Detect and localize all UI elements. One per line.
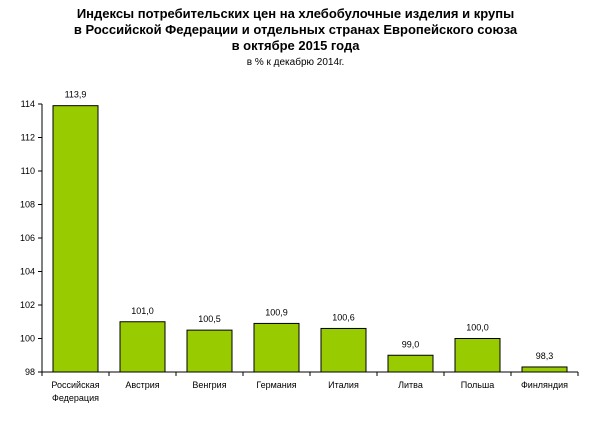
y-tick-label: 100 (20, 334, 35, 344)
x-category-label: Австрия (125, 380, 159, 390)
bar-value-label: 99,0 (402, 339, 420, 349)
bar (320, 327, 367, 373)
y-tick-label: 106 (20, 233, 35, 243)
bar-value-label: 100,9 (265, 307, 288, 317)
bar-value-label: 113,9 (65, 90, 87, 100)
x-category-label: Российская (51, 380, 99, 390)
x-category-label: Италия (328, 380, 359, 390)
y-tick-label: 98 (25, 367, 35, 377)
x-category-label: Финляндия (521, 380, 568, 390)
bar-value-label: 98,3 (536, 351, 554, 361)
y-tick-label: 108 (20, 200, 35, 210)
bar (253, 322, 300, 373)
bar (119, 321, 166, 373)
bar-value-label: 101,0 (131, 306, 154, 316)
x-category-label: Литва (398, 380, 423, 390)
bar (186, 329, 233, 373)
bar-value-label: 100,5 (198, 314, 221, 324)
y-tick-label: 102 (20, 300, 35, 310)
x-category-label: Германия (256, 380, 296, 390)
chart-subtitle: в % к декабрю 2014г. (246, 57, 345, 68)
bar (387, 354, 434, 373)
y-tick-label: 110 (21, 166, 35, 176)
x-category-label: Венгрия (192, 380, 226, 390)
bar (52, 105, 99, 373)
x-category-label: Польша (461, 380, 494, 390)
bar-value-label: 100,0 (466, 323, 489, 333)
chart-title-line-3: в октябре 2015 года (231, 38, 360, 53)
y-tick-label: 114 (21, 99, 35, 109)
chart-title-line-2: в Российской Федерации и отдельных стран… (73, 22, 518, 37)
y-tick-label: 112 (21, 133, 35, 143)
bar (454, 338, 501, 373)
chart-title-block: Индексы потребительских цен на хлебобуло… (0, 6, 591, 69)
y-tick-label: 104 (20, 267, 35, 277)
x-category-label: Федерация (52, 393, 99, 403)
bar (521, 366, 568, 373)
bar-value-label: 100,6 (332, 312, 355, 322)
chart-title-line-1: Индексы потребительских цен на хлебобуло… (76, 6, 515, 21)
